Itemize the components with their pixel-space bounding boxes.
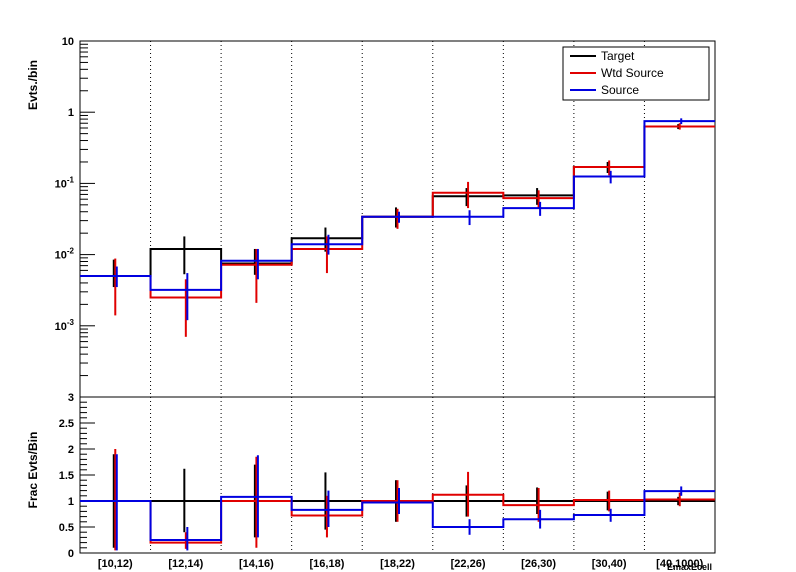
legend: Target Wtd Source Source bbox=[562, 46, 710, 101]
bottom-ylabel: Frac Evts/Bin bbox=[26, 432, 40, 509]
xtick-label: [18,22) bbox=[380, 558, 415, 570]
xtick-label: [40,1000) bbox=[656, 558, 703, 570]
bottom-panel: Frac Evts/Bin 0 0.5 1 1.5 2 2.5 3 [10,12) [12,1… bbox=[26, 392, 716, 572]
xtick-label: [12,14) bbox=[168, 558, 203, 570]
xtick-label: [14,16) bbox=[239, 558, 274, 570]
bottom-step-source bbox=[80, 490, 715, 541]
top-ytick-label: 10-2 bbox=[55, 247, 75, 262]
bottom-yaxis: 0 0.5 1 1.5 2 2.5 3 bbox=[59, 392, 95, 560]
legend-label-target: Target bbox=[601, 49, 635, 63]
bottom-ytick-label: 0 bbox=[68, 548, 74, 560]
top-step-target bbox=[80, 125, 715, 278]
top-ytick-label: 10-1 bbox=[55, 175, 75, 190]
bottom-ytick-label: 2 bbox=[68, 444, 74, 456]
xtick-label: [30,40) bbox=[592, 558, 627, 570]
xaxis-label: EmaxEcell bbox=[667, 562, 712, 572]
bottom-ytick-label: 2.5 bbox=[59, 418, 74, 430]
top-step-source bbox=[80, 120, 715, 291]
top-ytick-label: 1 bbox=[68, 107, 74, 119]
legend-label-source: Source bbox=[601, 83, 639, 97]
top-series bbox=[80, 118, 715, 337]
bottom-plot-frame bbox=[79, 396, 716, 554]
bottom-ytick-label: 3 bbox=[68, 392, 74, 404]
xtick-label: [16,18) bbox=[310, 558, 345, 570]
top-ytick-label: 10 bbox=[62, 36, 74, 48]
top-gridlines bbox=[150, 41, 645, 397]
bottom-ytick-label: 0.5 bbox=[59, 522, 74, 534]
xtick-label: [26,30) bbox=[521, 558, 556, 570]
bottom-ytick-label: 1.5 bbox=[59, 470, 74, 482]
bottom-ytick-label: 1 bbox=[68, 496, 74, 508]
bottom-series bbox=[80, 449, 715, 551]
xaxis: [10,12) [12,14) [14,16) [16,18) [18,22) [22,2… bbox=[98, 558, 704, 570]
bottom-gridlines bbox=[150, 397, 645, 553]
top-yaxis: 10-3 10-2 10-1 1 10 bbox=[55, 36, 95, 398]
top-ytick-label: 10-3 bbox=[55, 318, 75, 333]
xtick-label: [22,26) bbox=[451, 558, 486, 570]
top-panel: Evts./bin 10-3 10-2 10-1 1 10 Target Wtd Sou… bbox=[26, 36, 716, 398]
legend-label-wtd-source: Wtd Source bbox=[601, 66, 664, 80]
xtick-label: [10,12) bbox=[98, 558, 133, 570]
top-ylabel: Evts./bin bbox=[26, 60, 40, 110]
